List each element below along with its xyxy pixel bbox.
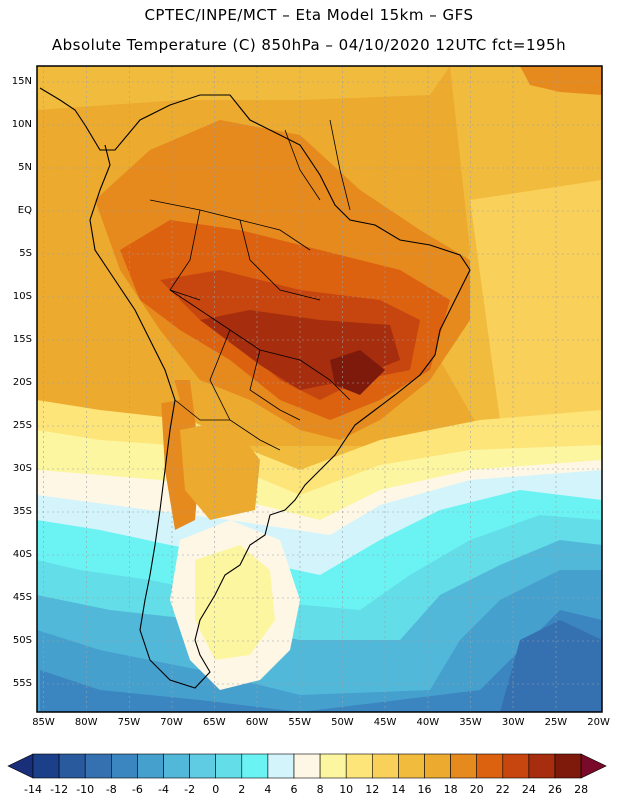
- colorbar-label: 4: [264, 783, 272, 796]
- lon-label: 30W: [501, 717, 525, 728]
- lat-label: 20S: [12, 377, 32, 388]
- colorbar-label: -2: [184, 783, 196, 796]
- colorbar-swatch: [398, 753, 425, 779]
- colorbar-swatch: [137, 753, 164, 779]
- colorbar-swatch: [189, 753, 217, 779]
- lon-label: 55W: [288, 717, 311, 728]
- lon-label: 45W: [373, 717, 397, 728]
- lat-label: 10S: [12, 291, 32, 302]
- colorbar-label: -10: [76, 783, 95, 796]
- colorbar-label: 6: [290, 783, 298, 796]
- colorbar-label: 22: [495, 783, 510, 796]
- lon-label: 35W: [459, 717, 482, 728]
- lon-label: 85W: [32, 717, 55, 728]
- colorbar-label: -14: [24, 783, 42, 796]
- colorbar-swatch: [267, 753, 295, 779]
- lon-label: 70W: [160, 717, 183, 728]
- lat-label: 40S: [12, 549, 32, 560]
- colorbar-swatch: [345, 753, 373, 779]
- colorbar-swatch: [58, 753, 86, 779]
- colorbar-label: 28: [574, 783, 589, 796]
- colorbar-label: 10: [339, 783, 354, 796]
- colorbar-label: 2: [238, 783, 246, 796]
- lat-label: 55S: [12, 678, 32, 689]
- colorbar-swatch: [371, 753, 399, 779]
- colorbar-swatch: [319, 753, 347, 779]
- country-borders: [149, 119, 351, 451]
- lon-label: 25W: [544, 717, 568, 728]
- colorbar-swatch: [528, 753, 556, 779]
- lon-label: 65W: [202, 717, 226, 728]
- colorbar-swatch: [241, 753, 269, 779]
- map-frame: [36, 65, 603, 713]
- colorbar-label: 16: [417, 783, 432, 796]
- colorbar-swatch: [111, 753, 138, 779]
- title-line-1: CPTEC/INPE/MCT – Eta Model 15km – GFS: [144, 6, 474, 24]
- colorbar-swatch: [215, 753, 243, 779]
- lat-label: 5S: [19, 248, 32, 259]
- temperature-field: [37, 66, 602, 712]
- colorbar-swatch: [424, 753, 451, 779]
- colorbar-swatch: [476, 753, 504, 779]
- colorbar-over-arrow: [580, 753, 607, 779]
- coastline: [39, 87, 471, 689]
- lat-label: 10N: [11, 119, 32, 130]
- lat-label: 15N: [11, 76, 32, 87]
- colorbar-label: 0: [212, 783, 220, 796]
- lat-label: 45S: [12, 592, 32, 603]
- colorbar-swatch: [293, 753, 321, 779]
- lon-label: 20W: [587, 717, 610, 728]
- colorbar-under-arrow: [7, 753, 34, 779]
- lon-label: 40W: [416, 717, 440, 728]
- lon-label: 80W: [74, 717, 98, 728]
- colorbar-swatch: [32, 753, 60, 779]
- lat-label: 35S: [12, 506, 32, 517]
- colorbar-label: 20: [469, 783, 484, 796]
- lon-label: 50W: [331, 717, 354, 728]
- colorbar-label: 26: [548, 783, 562, 796]
- colorbar-label: 12: [365, 783, 380, 796]
- colorbar-swatch: [163, 753, 190, 779]
- title-line-2: Absolute Temperature (C) 850hPa – 04/10/…: [51, 36, 567, 54]
- colorbar: [7, 753, 607, 779]
- colorbar-label: -4: [158, 783, 169, 796]
- colorbar-label: 18: [443, 783, 458, 796]
- lat-label: 15S: [12, 334, 32, 345]
- lon-label: 75W: [117, 717, 141, 728]
- colorbar-label: 14: [391, 783, 406, 796]
- colorbar-label: 24: [521, 783, 536, 796]
- lat-label: 5N: [18, 162, 32, 173]
- colorbar-swatch: [450, 753, 478, 779]
- colorbar-swatch: [554, 753, 582, 779]
- lat-label: EQ: [17, 205, 32, 216]
- colorbar-swatch: [502, 753, 530, 779]
- colorbar-label: 8: [316, 783, 324, 796]
- colorbar-label: -12: [50, 783, 69, 796]
- lat-label: 30S: [12, 463, 32, 474]
- colorbar-swatch: [84, 753, 112, 779]
- colorbar-label: -6: [131, 783, 143, 796]
- lon-label: 60W: [245, 717, 269, 728]
- graticule: [37, 66, 602, 712]
- lat-label: 25S: [12, 420, 32, 431]
- colorbar-label: -8: [105, 783, 117, 796]
- lat-label: 50S: [12, 635, 32, 646]
